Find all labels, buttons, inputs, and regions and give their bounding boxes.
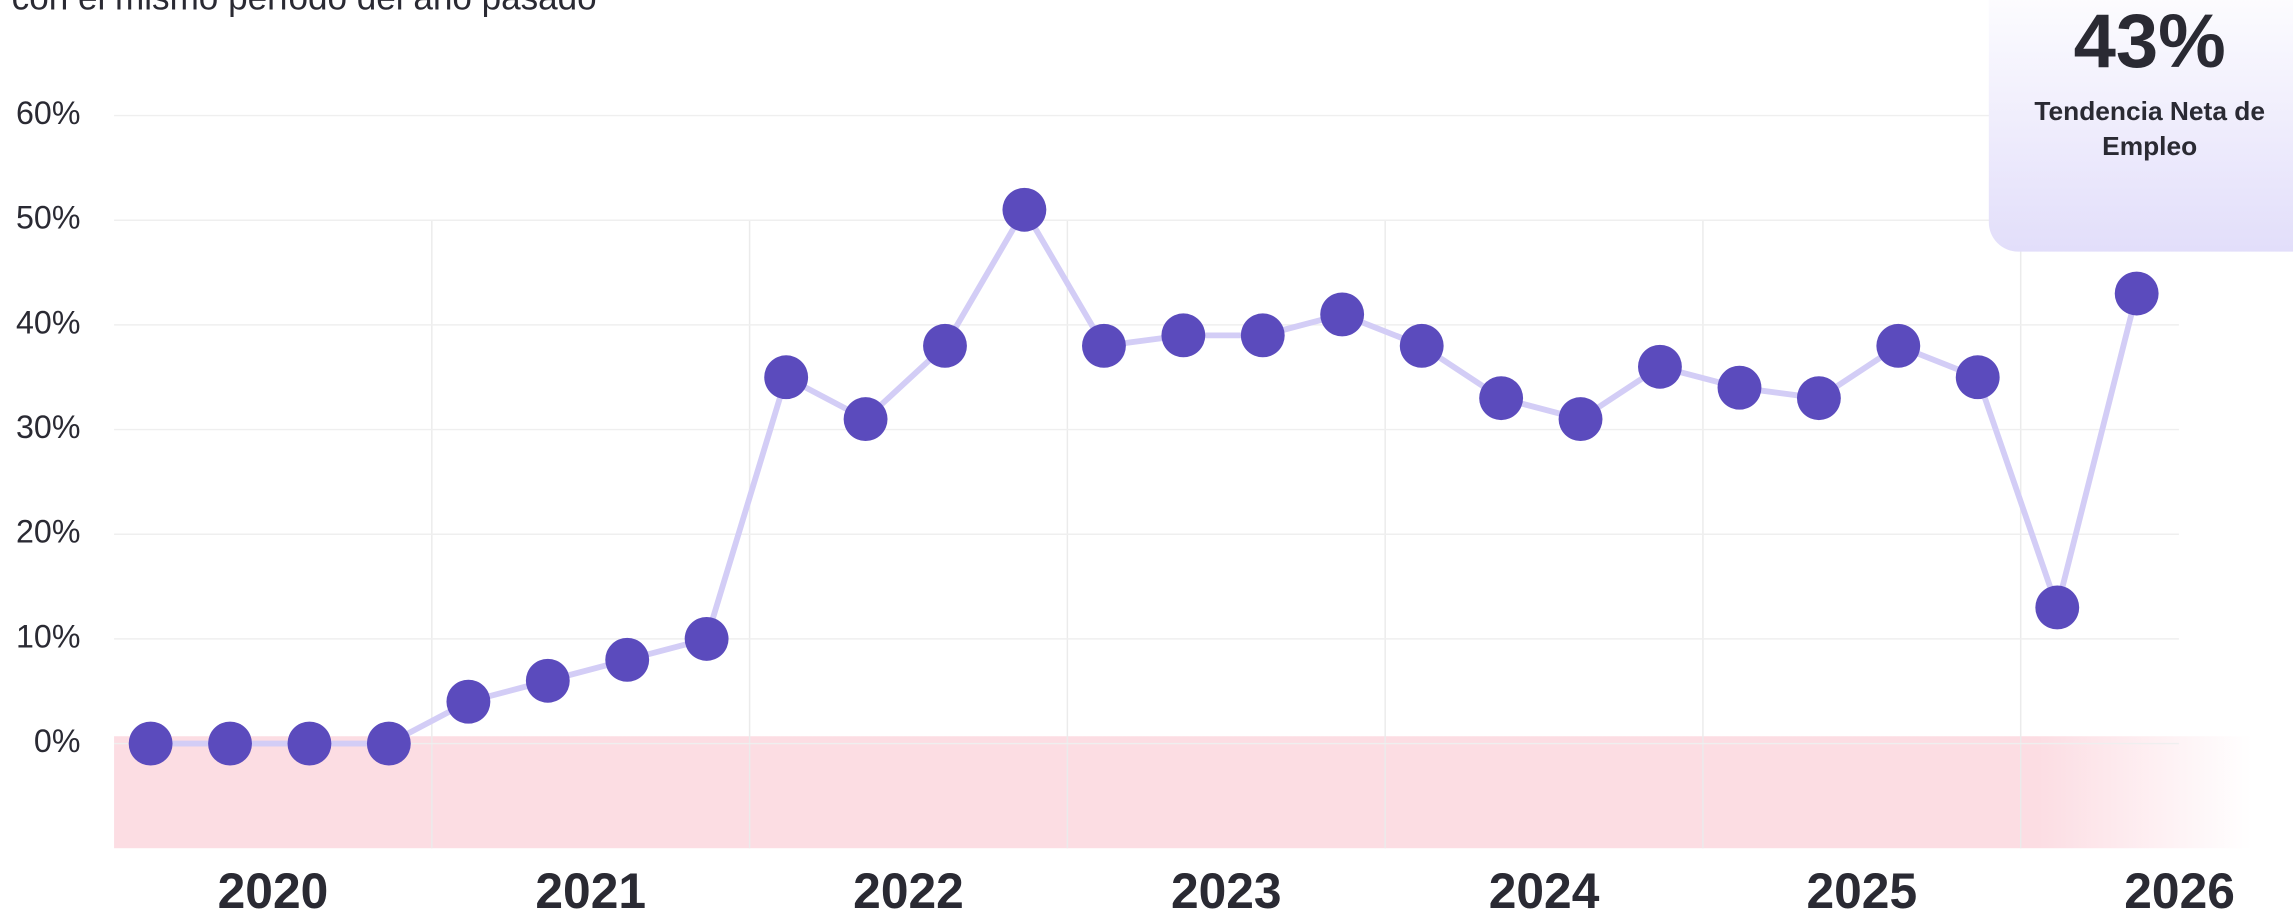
data-point [208, 721, 252, 766]
y-tick-label: 10% [16, 618, 80, 654]
data-point [1320, 292, 1365, 337]
y-tick-label: 30% [16, 409, 80, 445]
y-tick-label: 20% [16, 514, 80, 550]
data-point [1082, 323, 1126, 368]
y-tick-label: 0% [34, 723, 80, 759]
y-tick-label: 60% [16, 95, 80, 131]
plot-area: 2020 2021 2022 2023 2024 2025 2026 0% 10% 20% 30% 4… [16, 95, 2253, 917]
data-point [1955, 355, 2000, 400]
data-point [525, 658, 570, 703]
data-point [923, 323, 967, 368]
data-point [1796, 376, 1841, 421]
callout-value: 43% [2074, 0, 2226, 84]
data-point [1479, 376, 1524, 421]
callout-caption: Tendencia Neta de Empleo [2034, 96, 2266, 161]
data-point [764, 355, 809, 400]
data-point [128, 721, 173, 766]
data-point [1240, 313, 1285, 358]
data-point [684, 616, 729, 661]
x-tick-label: 2021 [535, 863, 646, 917]
x-tick-label: 2020 [218, 863, 329, 917]
data-point [605, 637, 650, 682]
data-point [843, 397, 888, 442]
data-point [1399, 323, 1444, 368]
x-tick-label: 2026 [2124, 863, 2235, 917]
x-tick-label: 2022 [853, 863, 964, 917]
series-line [150, 206, 2140, 747]
data-point [2114, 271, 2159, 316]
data-point [1558, 397, 1603, 442]
data-point [1717, 365, 1762, 410]
data-point [287, 721, 332, 766]
data-point [1161, 313, 1206, 358]
data-point [366, 721, 411, 766]
data-point [1638, 344, 1682, 389]
x-tick-label: 2025 [1807, 863, 1918, 917]
data-point [446, 679, 491, 724]
x-tick-label: 2024 [1489, 863, 1600, 917]
negative-zone [114, 736, 2253, 849]
x-tick-label: 2023 [1171, 863, 1282, 917]
data-point [1876, 323, 1921, 368]
data-point [1002, 187, 1047, 232]
callout-caption-box: Tendencia Neta de Empleo [2034, 96, 2266, 161]
data-point [2035, 585, 2080, 630]
subtitle: con el mismo período del año pasado [12, 0, 597, 17]
callout-card [1988, 0, 2293, 252]
y-tick-label: 40% [16, 304, 80, 340]
y-tick-label: 50% [16, 200, 80, 236]
